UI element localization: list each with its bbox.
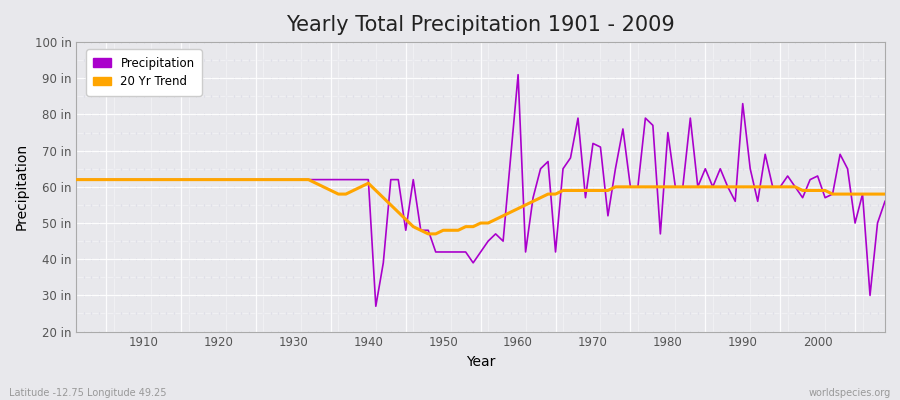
Y-axis label: Precipitation: Precipitation: [15, 143, 29, 230]
Title: Yearly Total Precipitation 1901 - 2009: Yearly Total Precipitation 1901 - 2009: [286, 15, 675, 35]
Text: Latitude -12.75 Longitude 49.25: Latitude -12.75 Longitude 49.25: [9, 388, 166, 398]
Text: worldspecies.org: worldspecies.org: [809, 388, 891, 398]
Legend: Precipitation, 20 Yr Trend: Precipitation, 20 Yr Trend: [86, 50, 202, 96]
X-axis label: Year: Year: [466, 355, 495, 369]
